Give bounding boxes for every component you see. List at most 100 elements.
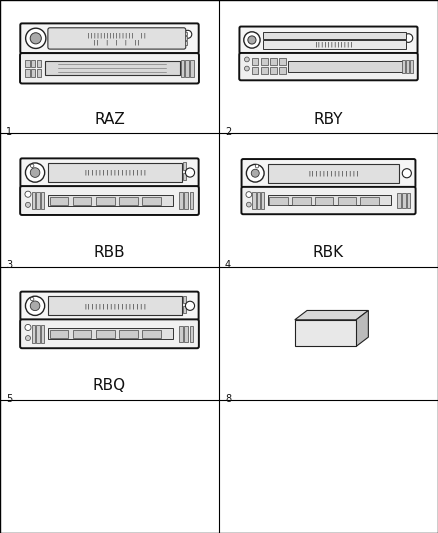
FancyBboxPatch shape: [20, 23, 199, 53]
Bar: [269, 197, 288, 205]
Text: ||||||||||||||: ||||||||||||||: [307, 171, 360, 176]
Bar: [270, 58, 277, 65]
Bar: [190, 60, 194, 77]
Bar: [119, 330, 138, 338]
Bar: [50, 197, 68, 205]
Bar: [142, 330, 161, 338]
Bar: [31, 69, 35, 77]
Circle shape: [31, 297, 34, 301]
Bar: [31, 60, 35, 67]
Bar: [142, 197, 161, 205]
Text: 8: 8: [225, 394, 231, 404]
Circle shape: [247, 164, 264, 182]
Bar: [183, 306, 186, 313]
Bar: [360, 197, 379, 205]
Bar: [180, 192, 183, 209]
Circle shape: [25, 325, 31, 330]
Circle shape: [244, 57, 249, 62]
Bar: [180, 326, 183, 342]
Bar: [96, 330, 114, 338]
Bar: [36, 325, 40, 343]
Circle shape: [248, 36, 256, 44]
Text: RBK: RBK: [313, 245, 344, 260]
Circle shape: [25, 296, 45, 316]
Bar: [32, 325, 35, 343]
Circle shape: [247, 202, 251, 207]
Bar: [292, 197, 311, 205]
Circle shape: [25, 203, 31, 207]
Bar: [402, 60, 405, 73]
Bar: [252, 192, 256, 209]
Circle shape: [244, 66, 249, 71]
Bar: [96, 197, 114, 205]
Bar: [37, 60, 41, 67]
Bar: [261, 67, 268, 74]
Bar: [49, 296, 182, 316]
Text: 3: 3: [6, 261, 12, 271]
Bar: [185, 60, 189, 77]
Circle shape: [185, 301, 194, 310]
Bar: [119, 197, 138, 205]
Text: ||  |  |  |  ||: || | | | ||: [93, 39, 140, 45]
Bar: [190, 326, 193, 342]
Circle shape: [402, 168, 411, 178]
Bar: [25, 60, 30, 67]
FancyBboxPatch shape: [20, 319, 199, 348]
Bar: [73, 197, 92, 205]
FancyBboxPatch shape: [21, 158, 198, 187]
Text: 5: 5: [6, 394, 12, 404]
Bar: [338, 197, 356, 205]
Text: 4: 4: [225, 261, 231, 271]
Polygon shape: [356, 310, 368, 346]
FancyBboxPatch shape: [240, 27, 417, 53]
Bar: [45, 61, 180, 76]
Circle shape: [30, 168, 40, 177]
Text: 2: 2: [225, 127, 231, 138]
Text: RBY: RBY: [314, 112, 343, 127]
Bar: [252, 58, 258, 65]
Bar: [32, 192, 35, 209]
Bar: [263, 40, 406, 49]
Circle shape: [244, 32, 260, 48]
Bar: [49, 195, 173, 206]
Text: RBB: RBB: [94, 245, 125, 260]
Bar: [180, 60, 184, 77]
Circle shape: [30, 33, 41, 44]
FancyBboxPatch shape: [48, 28, 186, 49]
Bar: [407, 193, 410, 208]
Text: RBQ: RBQ: [93, 378, 126, 393]
Bar: [268, 164, 399, 183]
Bar: [257, 192, 260, 209]
Bar: [36, 192, 40, 209]
Bar: [261, 58, 268, 65]
Circle shape: [404, 34, 413, 43]
Circle shape: [251, 169, 259, 177]
Bar: [185, 31, 187, 35]
FancyBboxPatch shape: [21, 292, 198, 320]
Bar: [190, 192, 193, 209]
FancyBboxPatch shape: [20, 186, 199, 215]
Circle shape: [246, 192, 252, 197]
Bar: [402, 193, 406, 208]
Circle shape: [184, 30, 192, 38]
Bar: [252, 67, 258, 74]
FancyBboxPatch shape: [242, 159, 415, 188]
Circle shape: [185, 168, 194, 177]
Bar: [184, 192, 188, 209]
FancyBboxPatch shape: [239, 53, 418, 80]
Bar: [263, 31, 406, 39]
Bar: [279, 58, 286, 65]
Text: |||||||||||||||||: |||||||||||||||||: [83, 170, 147, 175]
Circle shape: [30, 301, 40, 311]
Text: 1: 1: [6, 127, 12, 138]
FancyBboxPatch shape: [241, 187, 416, 214]
Bar: [73, 330, 92, 338]
Circle shape: [25, 163, 45, 182]
Circle shape: [26, 28, 46, 49]
Bar: [295, 320, 356, 346]
Bar: [184, 326, 188, 342]
Bar: [270, 67, 277, 74]
Bar: [25, 69, 30, 77]
Text: |||||||||||||||||: |||||||||||||||||: [83, 303, 147, 309]
Text: ||||||||||||: ||||||||||||: [315, 42, 354, 47]
